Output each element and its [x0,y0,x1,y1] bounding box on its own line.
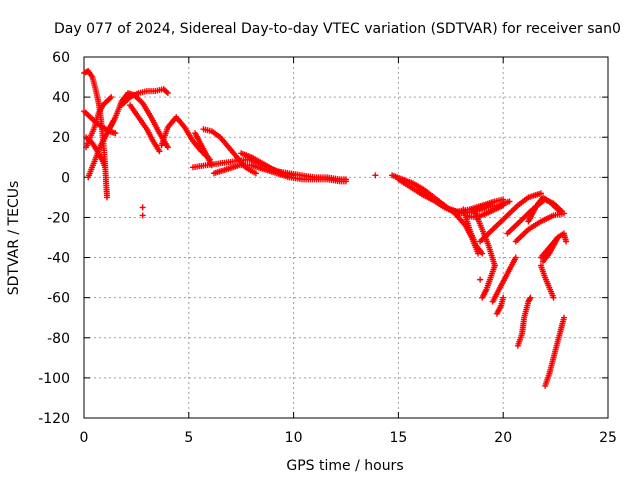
series-arc21 [477,190,544,245]
data-point [372,172,379,179]
data-point [479,250,486,257]
data-point [500,196,507,203]
data-point [477,276,484,283]
x-tick-labels: 0 5 10 15 20 25 [80,430,617,446]
data-point [139,212,146,219]
series-arc26 [540,234,561,265]
series-arc32 [542,314,567,389]
series-isolated1 [139,172,484,283]
y-tick-label: -100 [38,371,70,387]
y-tick-label: -20 [47,210,70,226]
data-point [550,294,557,301]
data-point [108,94,115,101]
series-arc6 [106,90,171,151]
data-point [500,294,507,301]
series-arc7 [118,86,171,109]
y-tick-label: 40 [52,90,70,106]
series-arc11 [200,126,259,177]
series-arc31 [514,294,534,349]
series-arc5 [83,134,108,171]
data-point [540,258,547,265]
data-point [112,130,119,137]
x-tick-label: 25 [599,430,617,446]
data-point [560,314,567,321]
series-arc28 [489,254,519,305]
data-point [556,208,563,215]
x-tick-label: 20 [494,430,512,446]
series-arc27 [479,262,498,301]
series-arc2 [83,94,115,151]
data-point [343,178,349,185]
data-point [139,204,146,211]
data-point [506,198,513,205]
data-point [491,262,498,269]
y-tick-label: -60 [47,291,70,307]
data-point [104,194,111,201]
data-point [563,238,570,245]
data-point [500,202,507,209]
data-point [156,148,163,155]
grid-lines [84,57,608,418]
x-tick-label: 0 [80,430,89,446]
x-tick-label: 5 [184,430,193,446]
y-tick-labels: -120 -100 -80 -60 -40 -20 0 20 40 60 [38,50,70,427]
series-arc3 [81,108,119,137]
data-point [101,164,108,171]
data-points [81,68,570,389]
x-tick-label: 15 [389,430,407,446]
axis-ticks [83,56,609,419]
plot-frame [83,56,609,419]
series-arc13 [210,162,349,185]
series-arc29 [493,294,507,317]
y-tick-label: -80 [47,331,70,347]
y-tick-label: -120 [38,411,70,427]
data-point [527,294,534,301]
y-tick-label: 20 [52,130,70,146]
data-point [512,254,519,261]
data-point [164,90,171,97]
series-arc14 [238,150,297,179]
series-arc18 [460,206,486,257]
series-arc24 [525,194,563,225]
y-axis-label: SDTVAR / TECUs [6,181,22,296]
data-point [164,144,171,151]
x-axis-label: GPS time / hours [286,458,403,474]
x-tick-label: 10 [285,430,303,446]
y-tick-label: 60 [52,50,70,66]
series-arc8 [127,102,163,155]
data-point [290,172,297,179]
series-arc20 [462,202,507,221]
data-point [537,190,544,197]
series-arc30 [537,262,557,301]
data-point [560,210,567,217]
chart-title: Day 077 of 2024, Sidereal Day-to-day VTE… [54,21,621,37]
data-point [252,170,259,177]
y-tick-label: 0 [61,170,70,186]
y-tick-label: -40 [47,251,70,267]
